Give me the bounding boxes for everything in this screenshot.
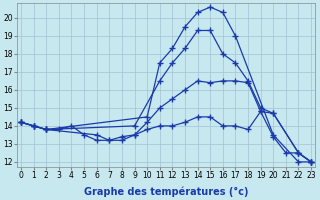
X-axis label: Graphe des températures (°c): Graphe des températures (°c) xyxy=(84,186,248,197)
